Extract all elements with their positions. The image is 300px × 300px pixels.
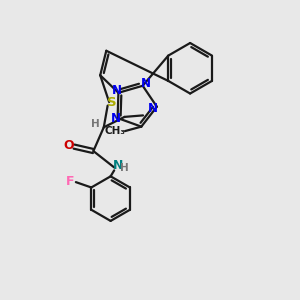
Text: O: O: [63, 139, 74, 152]
Text: CH₃: CH₃: [105, 126, 126, 136]
Text: N: N: [111, 112, 121, 124]
Text: N: N: [148, 102, 158, 115]
Text: N: N: [141, 77, 151, 91]
Text: H: H: [120, 163, 128, 173]
Text: N: N: [112, 84, 122, 97]
Text: H: H: [91, 119, 100, 129]
Text: F: F: [66, 175, 75, 188]
Text: N: N: [113, 158, 124, 172]
Text: S: S: [107, 96, 117, 109]
